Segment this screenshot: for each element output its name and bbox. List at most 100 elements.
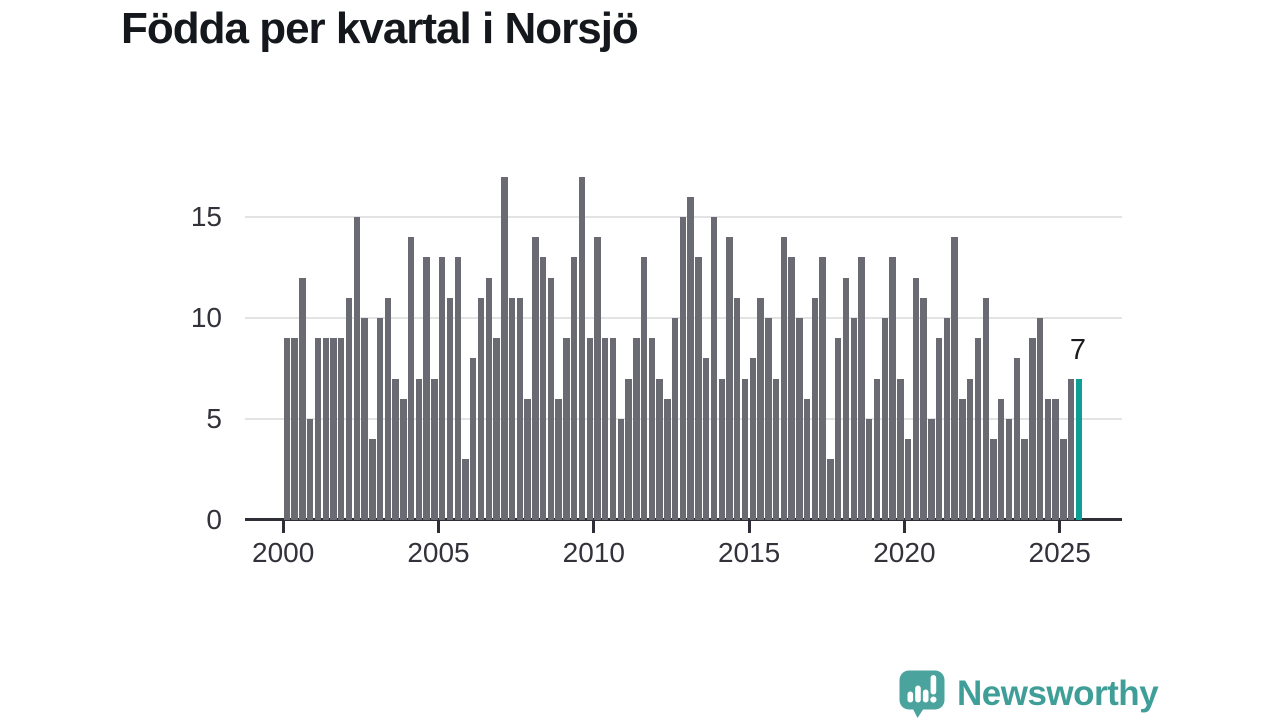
bar [695,257,702,520]
bar [299,277,306,520]
bar [501,176,508,520]
newsworthy-wordmark: Newsworthy [957,673,1159,713]
x-axis-tick [1058,521,1062,533]
bar [803,398,811,520]
bar [835,338,842,520]
bar [772,378,780,520]
bar [943,318,951,520]
bar [338,338,345,520]
bar [648,338,656,520]
bar [291,338,298,520]
bar [462,459,469,520]
bar [524,398,531,520]
bar [508,297,516,520]
x-axis-tick [747,521,751,533]
bar [967,378,974,520]
bar [625,378,632,520]
bar [951,237,958,520]
bar [633,338,640,520]
bar [345,297,353,520]
bar [757,297,764,520]
bar [555,398,562,520]
bar [765,318,772,520]
y-axis-label: 5 [206,403,222,434]
bar [1060,439,1067,520]
bar [571,257,578,520]
bar [369,439,376,520]
y-axis-label: 0 [206,504,222,535]
bar [726,237,733,520]
bar [710,217,718,520]
bar [842,277,850,520]
bar [454,257,461,520]
bar [741,378,749,520]
bar [431,378,438,520]
bar [935,338,943,520]
bar [1005,419,1013,520]
x-axis-label: 2015 [717,537,781,568]
bar [671,318,679,520]
x-axis-label: 2000 [252,537,315,568]
bar [858,257,865,520]
newsworthy-logo-icon [898,669,946,720]
bar [283,338,291,520]
bar [361,318,368,520]
bar [640,257,648,520]
bar [384,297,392,520]
bar [602,338,609,520]
bar [998,398,1005,520]
bar [563,338,570,520]
x-axis-label: 2010 [562,537,625,568]
bar [470,358,477,520]
bar [617,419,624,520]
bar [586,338,593,520]
bar [1029,338,1036,520]
x-axis-label: 2025 [1028,537,1091,568]
bar [307,419,314,520]
bar [353,217,360,520]
bar [493,338,500,520]
bar-value-label: 7 [1069,333,1086,366]
bar [322,338,329,520]
bar [400,398,407,520]
bar [819,257,826,520]
bar [1013,358,1020,520]
bar [928,419,935,520]
x-axis-tick [437,521,440,533]
bar [974,338,982,520]
bar [392,378,399,520]
branding: Newsworthy [898,669,1159,720]
x-axis-tick [592,521,596,533]
bar [439,257,446,520]
bar [959,398,966,520]
y-axis-label: 15 [190,201,222,232]
bar [796,318,803,520]
bar [889,257,896,520]
bar [703,358,710,520]
x-axis-tick [902,521,906,533]
bar [873,378,881,520]
bar [578,176,586,520]
highlighted-bar [1075,378,1083,520]
bar [866,419,873,520]
bar [749,358,756,520]
bar [982,297,989,520]
bar [990,439,997,520]
bar [446,297,454,520]
bar [1036,318,1044,520]
bar [314,338,322,520]
bar [485,277,492,520]
x-axis-label: 2020 [873,537,936,568]
bar [679,217,687,520]
bar [330,338,337,520]
chart-title: Födda per kvartal i Norsjö [121,4,639,53]
bar [594,237,601,520]
bar [881,318,888,520]
bar [811,297,819,520]
bar [656,378,663,520]
bar [897,378,904,520]
bar [827,459,834,520]
bar [780,237,788,520]
bar [718,378,725,520]
